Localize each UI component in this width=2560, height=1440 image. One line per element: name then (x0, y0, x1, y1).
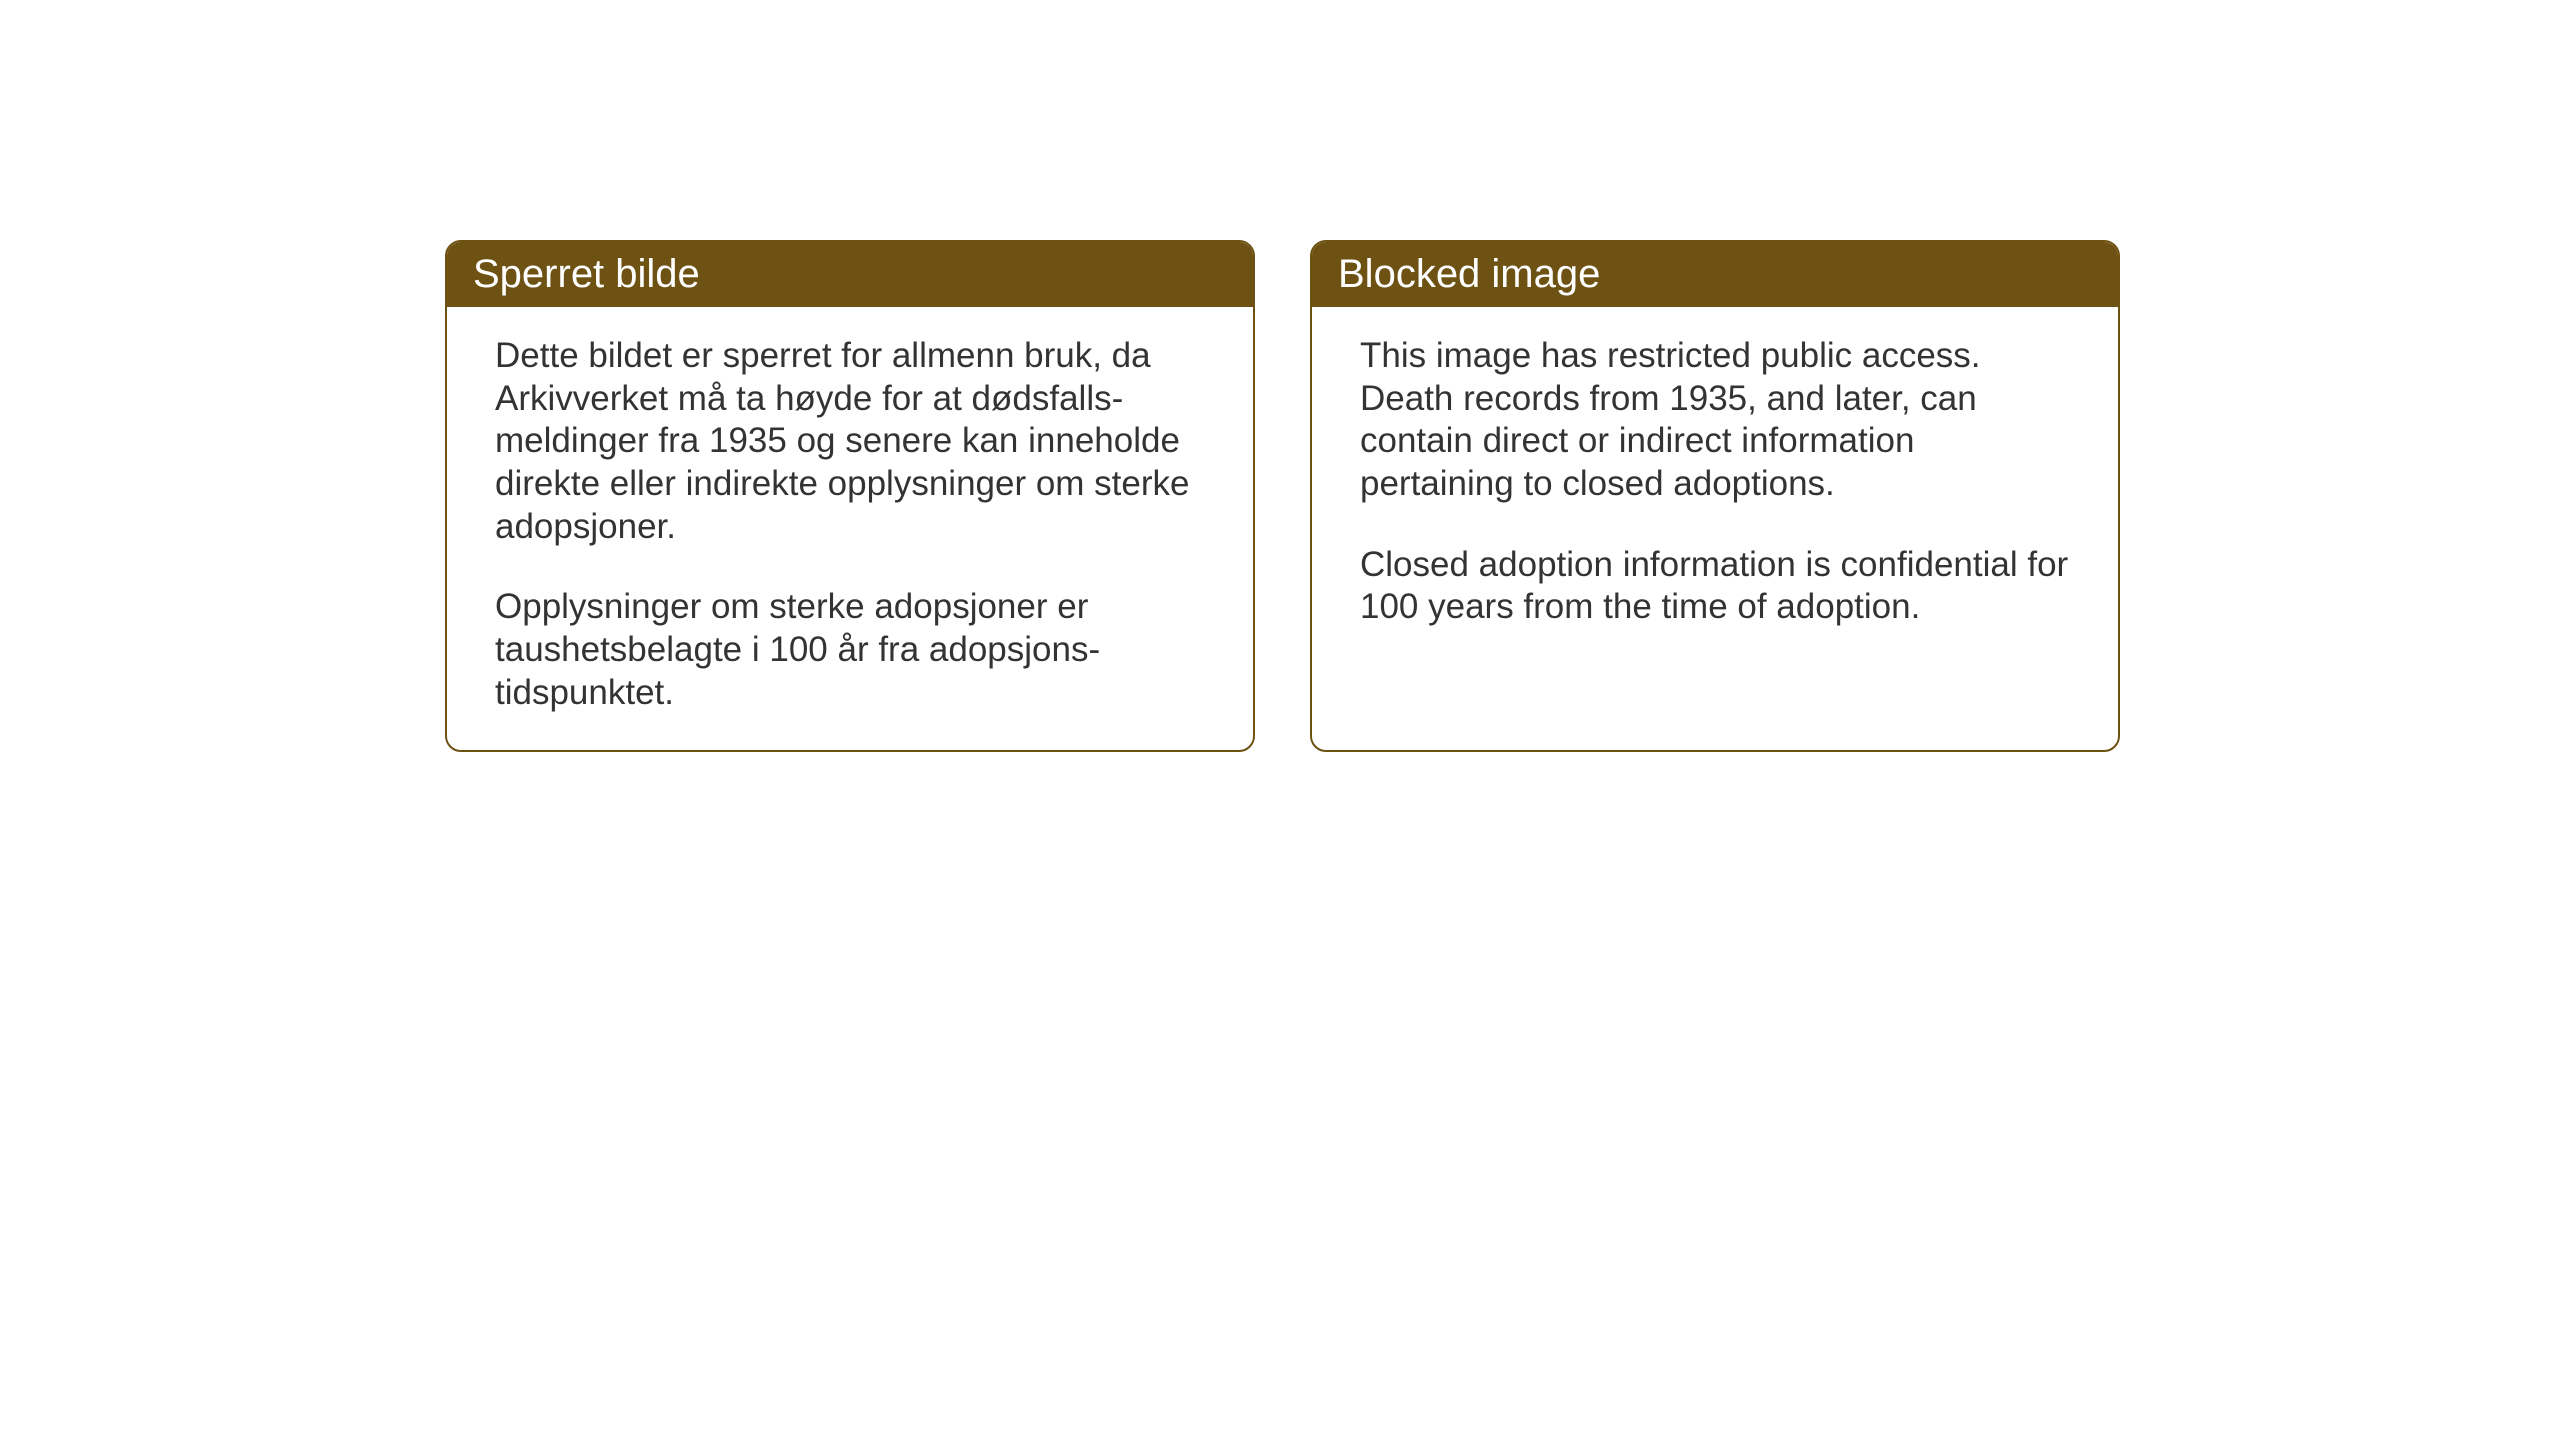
english-notice-card: Blocked image This image has restricted … (1310, 240, 2120, 752)
english-paragraph-1: This image has restricted public access.… (1360, 335, 2070, 506)
norwegian-notice-body: Dette bildet er sperret for allmenn bruk… (447, 307, 1253, 749)
english-notice-body: This image has restricted public access.… (1312, 307, 2118, 663)
norwegian-notice-title: Sperret bilde (447, 242, 1253, 307)
english-paragraph-2: Closed adoption information is confident… (1360, 544, 2070, 629)
notice-container: Sperret bilde Dette bildet er sperret fo… (445, 240, 2120, 752)
norwegian-paragraph-1: Dette bildet er sperret for allmenn bruk… (495, 335, 1205, 548)
norwegian-paragraph-2: Opplysninger om sterke adopsjoner er tau… (495, 586, 1205, 714)
norwegian-notice-card: Sperret bilde Dette bildet er sperret fo… (445, 240, 1255, 752)
english-notice-title: Blocked image (1312, 242, 2118, 307)
